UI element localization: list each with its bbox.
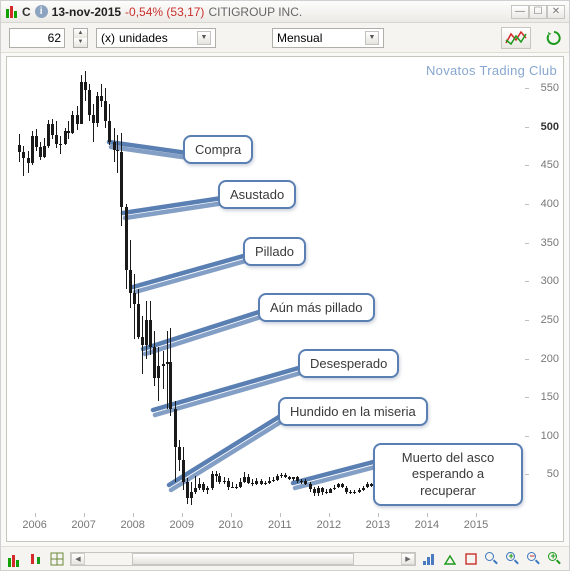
bottom-toolbar: ◀ ▶ + − + <box>1 546 569 570</box>
company-name: CITIGROUP INC. <box>208 5 302 19</box>
callout-label: Compra <box>183 135 253 164</box>
maximize-button[interactable]: ☐ <box>529 5 547 19</box>
zoom-in-icon[interactable]: + <box>505 551 521 567</box>
tool-icon-1[interactable] <box>421 551 437 567</box>
zoom-out-icon[interactable]: − <box>526 551 542 567</box>
close-button[interactable]: ✕ <box>547 5 565 19</box>
title-bar: C i 13-nov-2015 -0,54% (53,17) CITIGROUP… <box>1 1 569 23</box>
date-text: 13-nov-2015 <box>52 5 121 19</box>
units-prefix: (x) <box>101 31 115 45</box>
refresh-icon[interactable] <box>545 30 561 46</box>
minimize-button[interactable]: — <box>511 5 529 19</box>
units-label: unidades <box>119 31 168 45</box>
app-window: C i 13-nov-2015 -0,54% (53,17) CITIGROUP… <box>0 0 570 571</box>
plot-area[interactable]: Compra Asustado Pillado Aún más pillado Dese… <box>15 65 525 513</box>
candle-icon <box>5 5 18 18</box>
chart-sparkline-icon <box>505 30 527 46</box>
scroll-left-button[interactable]: ◀ <box>71 553 85 565</box>
symbol-text: C <box>22 5 31 19</box>
interval-label: Mensual <box>277 31 322 45</box>
candle-icon[interactable] <box>7 551 23 567</box>
tool-icon-2[interactable] <box>442 551 458 567</box>
scroll-thumb[interactable] <box>132 553 353 565</box>
window-controls: — ☐ ✕ <box>511 5 565 19</box>
horizontal-scrollbar[interactable]: ◀ ▶ <box>70 552 416 566</box>
zoom-reset-icon[interactable] <box>484 551 500 567</box>
chevron-down-icon: ▼ <box>197 31 211 45</box>
units-select[interactable]: (x) unidades ▼ <box>96 28 216 48</box>
callout-label: Muerto del asco esperando a recuperar <box>373 443 523 506</box>
callout-label: Asustado <box>218 180 296 209</box>
toolbar: 62 ▲▼ (x) unidades ▼ Mensual ▼ <box>1 23 569 53</box>
crosshair-icon[interactable] <box>49 551 65 567</box>
callout-label: Desesperado <box>298 349 399 378</box>
candle-style-icon[interactable] <box>28 551 44 567</box>
interval-select[interactable]: Mensual ▼ <box>272 28 384 48</box>
quantity-stepper[interactable]: ▲▼ <box>73 28 88 48</box>
y-axis: 50100150200250300350400450500550 <box>525 65 563 513</box>
quantity-input[interactable]: 62 <box>9 28 65 48</box>
callout-label: Pillado <box>243 237 306 266</box>
zoom-fit-icon[interactable]: + <box>547 551 563 567</box>
chart-container: Novatos Trading Club CompraAsustadoPilla… <box>6 56 564 542</box>
info-icon[interactable]: i <box>35 5 48 18</box>
chevron-down-icon: ▼ <box>365 31 379 45</box>
x-axis: 2006200720082009201020112012201320142015 <box>15 513 525 541</box>
change-text: -0,54% (53,17) <box>125 5 204 19</box>
chart-tool-button[interactable] <box>501 27 531 49</box>
scroll-right-button[interactable]: ▶ <box>401 553 415 565</box>
callout-label: Hundido en la miseria <box>278 397 428 426</box>
callout-label: Aún más pillado <box>258 293 375 322</box>
tool-icon-3[interactable] <box>463 551 479 567</box>
